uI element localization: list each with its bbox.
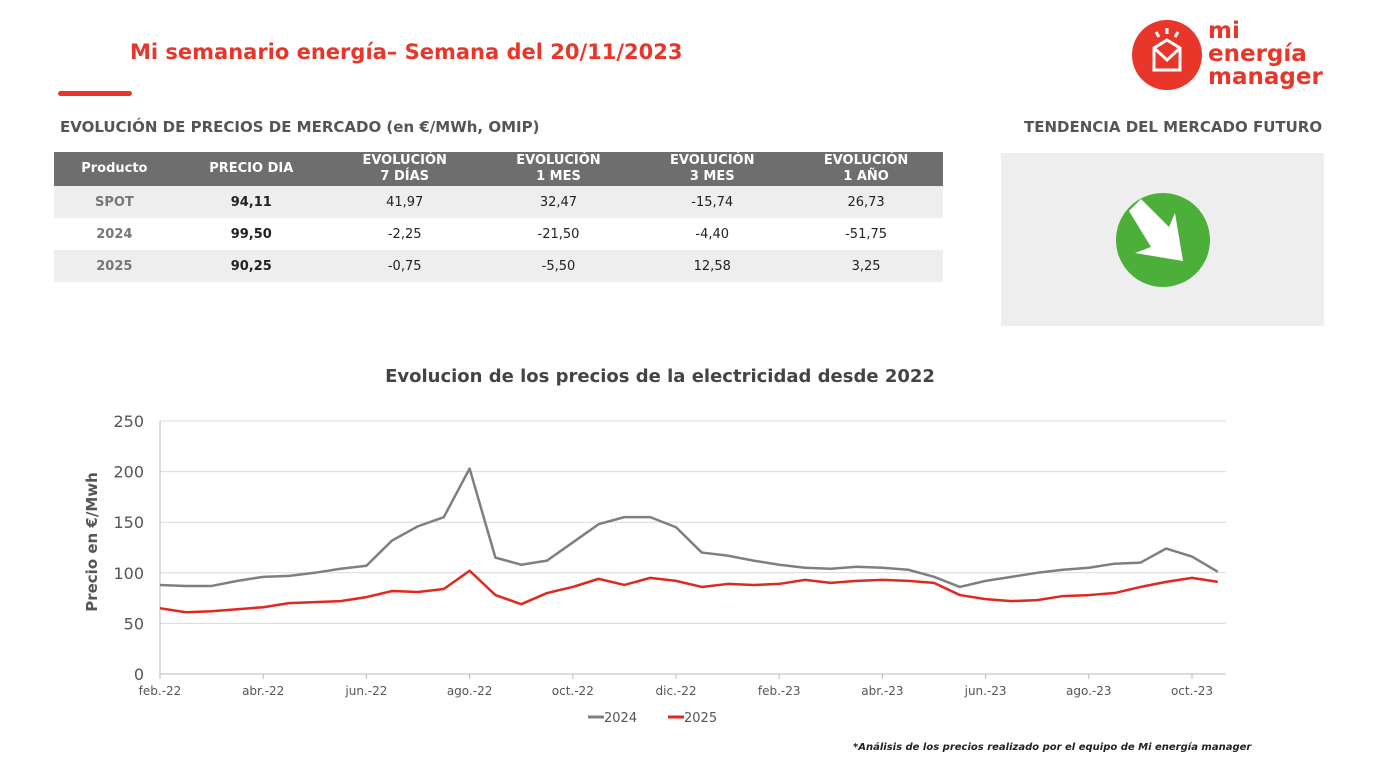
series-line xyxy=(159,569,1218,614)
table-cell: 99,50 xyxy=(230,226,272,242)
y-tick-label: 0 xyxy=(134,665,144,684)
chart: Evolucion de los precios de la electrici… xyxy=(83,366,1226,726)
x-tick-label: ago.-22 xyxy=(447,684,493,698)
y-axis-label: Precio en €/Mwh xyxy=(83,472,101,612)
x-tick-label: dic.-22 xyxy=(656,684,697,698)
logo-line: energía xyxy=(1208,41,1307,67)
x-tick-label: jun.-22 xyxy=(344,684,387,698)
table-cell: 2025 xyxy=(54,250,175,282)
column-header: EVOLUCIÓN 1 AÑO xyxy=(789,152,943,186)
footnote: *Análisis de los precios realizado por e… xyxy=(853,742,1252,753)
table-cell: -0,75 xyxy=(327,250,482,282)
x-tick-label: jun.-23 xyxy=(964,684,1007,698)
table-cell: -5,50 xyxy=(481,250,636,282)
column-header: EVOLUCIÓN 7 DÍAS xyxy=(327,152,482,186)
table-cell: 26,73 xyxy=(789,186,943,218)
x-tick-label: feb.-22 xyxy=(139,684,182,698)
price-table: Producto PRECIO DIA EVOLUCIÓN 7 DÍAS EVOLUC… xyxy=(54,152,943,282)
table-cell: 94,11 xyxy=(174,186,328,218)
x-tick-label: abr.-23 xyxy=(861,684,903,698)
column-header: EVOLUCIÓN 1 MES xyxy=(481,152,636,186)
table-cell: -4,40 xyxy=(695,226,730,242)
table-row: 2024 99,50 -2,25 -21,50 -4,40 -51,75 xyxy=(54,218,943,250)
legend-label: 2024 xyxy=(604,711,637,726)
table-cell: 32,47 xyxy=(481,186,636,218)
table-title: EVOLUCIÓN DE PRECIOS DE MERCADO (en €/MW… xyxy=(60,118,540,136)
table-row: 2025 90,25 -0,75 -5,50 12,58 3,25 xyxy=(54,250,943,282)
y-tick-label: 200 xyxy=(113,463,144,482)
table-cell: -21,50 xyxy=(537,226,580,242)
page-title: Mi semanario energía– Semana del 20/11/2… xyxy=(130,40,683,64)
table-cell: -51,75 xyxy=(845,226,888,242)
table-cell: -15,74 xyxy=(635,186,790,218)
column-header: Producto xyxy=(54,152,175,186)
table-cell: 90,25 xyxy=(174,250,328,282)
y-tick-label: 50 xyxy=(124,614,144,633)
table-row: SPOT 94,11 41,97 32,47 -15,74 26,73 xyxy=(54,186,943,218)
chart-title: Evolucion de los precios de la electrici… xyxy=(385,366,935,387)
x-tick-label: feb.-23 xyxy=(758,684,801,698)
table-cell: -2,25 xyxy=(387,226,422,242)
logo-line: mi xyxy=(1208,18,1240,44)
x-tick-label: oct.-22 xyxy=(552,684,594,698)
column-header: PRECIO DIA xyxy=(174,152,328,186)
table-cell: 3,25 xyxy=(789,250,943,282)
column-header: EVOLUCIÓN 3 MES xyxy=(635,152,790,186)
trend-icon xyxy=(1116,193,1210,287)
y-tick-label: 100 xyxy=(113,564,144,583)
table-cell: 41,97 xyxy=(327,186,482,218)
logo-line: manager xyxy=(1208,64,1323,90)
x-tick-label: abr.-22 xyxy=(242,684,284,698)
logo-text: mi energía manager xyxy=(1208,20,1323,89)
header-row: Producto PRECIO DIA EVOLUCIÓN 7 DÍAS EVOLUC… xyxy=(54,152,943,186)
trend-box xyxy=(1001,153,1324,326)
envelope xyxy=(1152,38,1182,72)
table-cell: 12,58 xyxy=(635,250,790,282)
trend-title: TENDENCIA DEL MERCADO FUTURO xyxy=(1024,118,1323,136)
logo-glyph xyxy=(1152,28,1182,72)
down-arrow xyxy=(1129,199,1183,261)
x-tick-label: ago.-23 xyxy=(1066,684,1112,698)
title-underline xyxy=(58,91,132,96)
logo-icon xyxy=(1132,20,1202,90)
x-tick-label: oct.-23 xyxy=(1171,684,1213,698)
series-line xyxy=(159,467,1219,589)
legend-label: 2025 xyxy=(684,711,717,726)
rays xyxy=(1154,28,1180,38)
table-cell: 2024 xyxy=(96,226,133,242)
table-cell: SPOT xyxy=(54,186,175,218)
y-tick-label: 250 xyxy=(113,412,144,431)
y-tick-label: 150 xyxy=(113,513,144,532)
